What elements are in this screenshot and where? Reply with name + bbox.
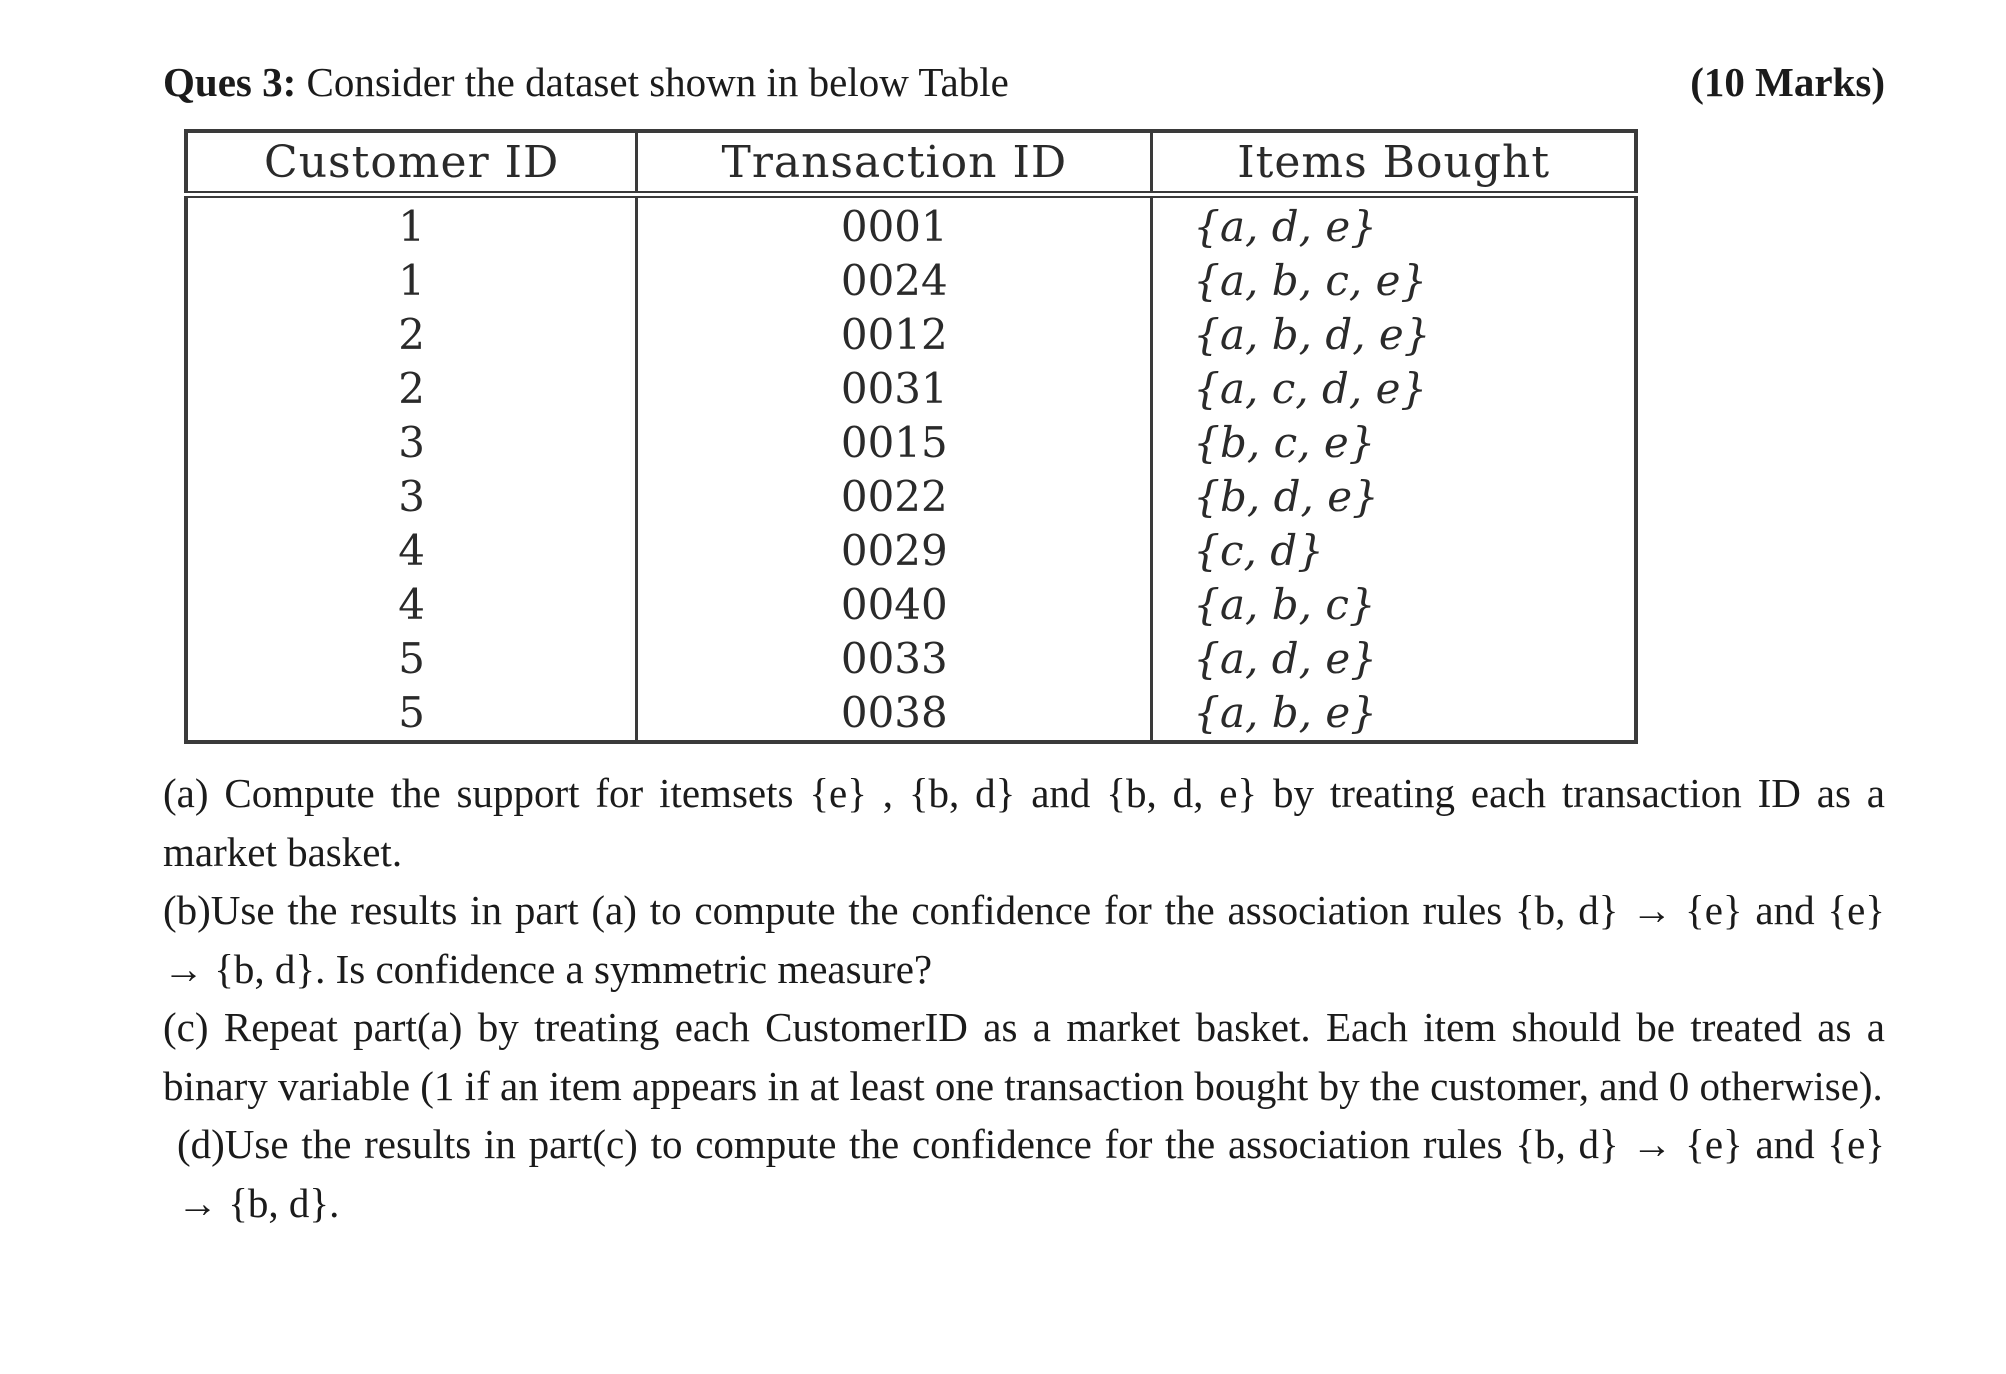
transaction-id-cell: 0001 <box>636 194 1154 254</box>
question-header: Ques 3: Consider the dataset shown in be… <box>163 54 1885 110</box>
customer-id-cell: 1 <box>186 254 639 308</box>
table-row: 3 0022 {b, d, e} <box>186 470 1636 524</box>
column-header-items-bought: Items Bought <box>1151 131 1636 198</box>
transaction-id-cell: 0022 <box>636 470 1154 524</box>
items-bought-cell: {a, b, c} <box>1193 580 1376 629</box>
table-row: 2 0012 {a, b, d, e} <box>186 308 1636 362</box>
customer-id-cell: 5 <box>186 686 639 742</box>
transaction-id-cell: 0029 <box>636 524 1154 578</box>
customer-id-cell: 1 <box>186 194 639 254</box>
transaction-id-cell: 0031 <box>636 362 1154 416</box>
table-row: 3 0015 {b, c, e} <box>186 416 1636 470</box>
transactions-table: Customer ID Transaction ID Items Bought … <box>184 129 1638 744</box>
transaction-id-cell: 0033 <box>636 632 1154 686</box>
customer-id-cell: 4 <box>186 524 639 578</box>
column-header-transaction-id: Transaction ID <box>636 131 1154 198</box>
transaction-id-cell: 0012 <box>636 308 1154 362</box>
question-parts: (a) Compute the support for itemsets {e}… <box>163 764 1885 1232</box>
question-intro: Consider the dataset shown in below Tabl… <box>296 59 1009 105</box>
table-row: 1 0001 {a, d, e} <box>186 194 1636 254</box>
transaction-id-cell: 0040 <box>636 578 1154 632</box>
items-bought-cell: {a, d, e} <box>1193 202 1377 251</box>
question-part-d: (d)Use the results in part(c) to compute… <box>177 1121 1885 1226</box>
customer-id-cell: 2 <box>186 308 639 362</box>
table-row: 4 0040 {a, b, c} <box>186 578 1636 632</box>
items-bought-cell: {a, d, e} <box>1193 634 1377 683</box>
table-row: 5 0038 {a, b, e} <box>186 686 1636 742</box>
transaction-id-cell: 0015 <box>636 416 1154 470</box>
customer-id-cell: 3 <box>186 416 639 470</box>
question-label: Ques 3: <box>163 59 297 105</box>
transaction-id-cell: 0038 <box>636 686 1154 742</box>
items-bought-cell: {b, d, e} <box>1193 472 1379 521</box>
customer-id-cell: 4 <box>186 578 639 632</box>
customer-id-cell: 3 <box>186 470 639 524</box>
customer-id-cell: 2 <box>186 362 639 416</box>
items-bought-cell: {a, b, e} <box>1193 688 1377 737</box>
question-part-c: (c) Repeat part(a) by treating each Cust… <box>163 1004 1885 1109</box>
table-row: 1 0024 {a, b, c, e} <box>186 254 1636 308</box>
items-bought-cell: {a, b, c, e} <box>1193 256 1428 305</box>
items-bought-cell: {a, b, d, e} <box>1193 310 1431 359</box>
items-bought-cell: {c, d} <box>1193 526 1324 575</box>
customer-id-cell: 5 <box>186 632 639 686</box>
question-title: Ques 3: Consider the dataset shown in be… <box>163 54 1009 110</box>
question-part-b: (b)Use the results in part (a) to comput… <box>163 887 1885 992</box>
items-bought-cell: {a, c, d, e} <box>1193 364 1428 413</box>
table-header-row: Customer ID Transaction ID Items Bought <box>186 131 1636 198</box>
transaction-id-cell: 0024 <box>636 254 1154 308</box>
column-header-customer-id: Customer ID <box>186 131 639 198</box>
marks-label: (10 Marks) <box>1690 59 1885 105</box>
items-bought-cell: {b, c, e} <box>1193 418 1376 467</box>
table-row: 2 0031 {a, c, d, e} <box>186 362 1636 416</box>
table-row: 4 0029 {c, d} <box>186 524 1636 578</box>
question-part-a: (a) Compute the support for itemsets {e}… <box>163 770 1885 875</box>
table-row: 5 0033 {a, d, e} <box>186 632 1636 686</box>
